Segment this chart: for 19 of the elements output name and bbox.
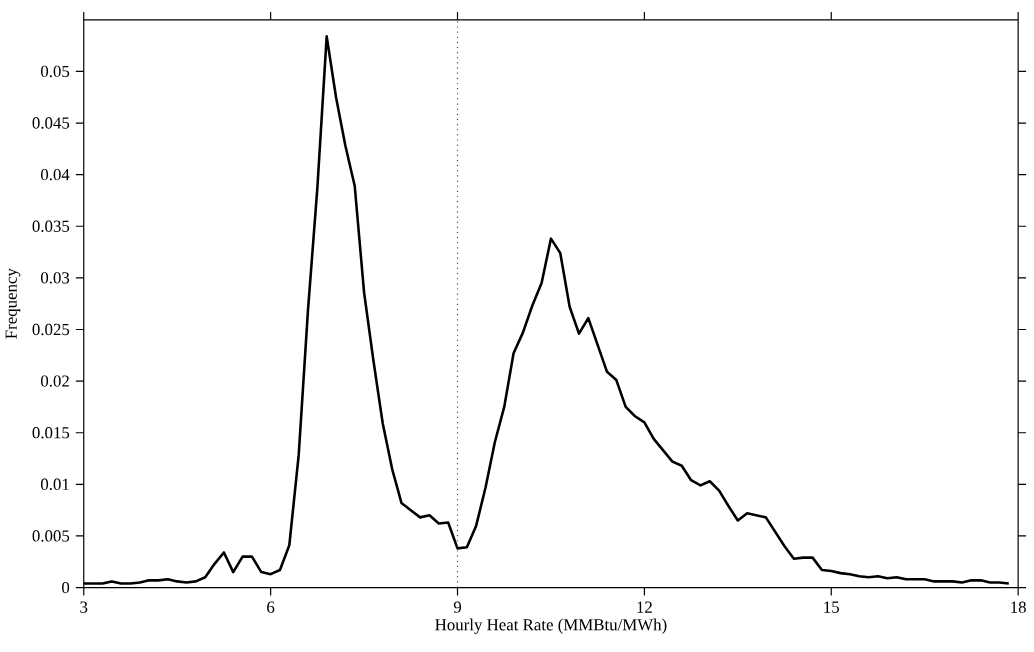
- y-tick-label: 0.04: [40, 168, 70, 181]
- y-tick-label: 0.045: [32, 117, 70, 129]
- y-tick-label: 0.05: [40, 65, 70, 78]
- y-tick-label: 0.015: [32, 427, 70, 439]
- x-axis-title: Hourly Heat Rate (MMBtu/MWh): [435, 618, 667, 634]
- x-tick-label: 12: [637, 601, 652, 613]
- y-tick-label: 0.02: [40, 375, 69, 387]
- y-tick-label: 0.01: [40, 478, 69, 491]
- y-tick-label: 0.03: [40, 272, 70, 284]
- y-axis-title: Frequency: [5, 268, 21, 339]
- x-tick-label: 9: [453, 601, 462, 613]
- y-tick-label: 0: [62, 581, 70, 594]
- y-tick-label: 0.035: [32, 220, 70, 232]
- x-tick-label: 3: [80, 601, 88, 613]
- x-tick-label: 6: [267, 601, 275, 613]
- x-tick-label: 18: [1011, 601, 1026, 613]
- y-tick-label: 0.005: [32, 530, 70, 542]
- x-tick-label: 15: [824, 601, 840, 613]
- y-tick-label: 0.025: [32, 323, 70, 336]
